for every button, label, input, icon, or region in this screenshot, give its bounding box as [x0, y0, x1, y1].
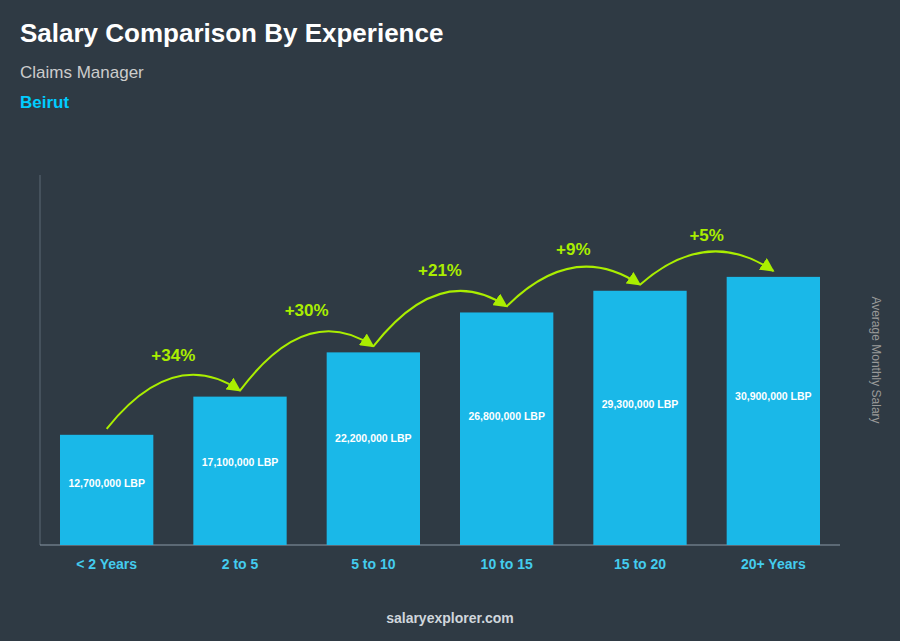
value-label: 12,700,000 LBP [68, 477, 144, 489]
change-label: +5% [689, 226, 724, 245]
value-label: 17,100,000 LBP [202, 456, 278, 468]
bar [593, 291, 686, 545]
bar [460, 312, 553, 545]
category-label: 10 to 15 [481, 556, 533, 572]
watermark: salaryexplorer.com [386, 610, 514, 626]
background [0, 0, 900, 641]
change-label: +34% [151, 346, 195, 365]
bar [193, 397, 286, 545]
category-label: < 2 Years [76, 556, 137, 572]
bars [60, 277, 820, 545]
chart: Salary Comparison By Experience Claims Ma… [0, 0, 900, 641]
category-label: 15 to 20 [614, 556, 666, 572]
change-label: +30% [285, 301, 329, 320]
x-axis-line [40, 545, 840, 546]
y-axis-label: Average Monthly Salary [869, 296, 883, 423]
change-label: +9% [556, 240, 591, 259]
category-label: 5 to 10 [351, 556, 396, 572]
change-label: +21% [418, 261, 462, 280]
category-label: 2 to 5 [222, 556, 259, 572]
bar [727, 277, 820, 545]
subtitle: Claims Manager [20, 63, 144, 82]
value-label: 30,900,000 LBP [735, 390, 811, 402]
change-arrow [240, 331, 373, 390]
y-axis-line [40, 175, 41, 545]
category-label: 20+ Years [741, 556, 806, 572]
value-label: 22,200,000 LBP [335, 432, 411, 444]
change-arrow [507, 267, 640, 307]
bar [60, 435, 153, 545]
bar [327, 352, 420, 545]
change-arrow [107, 375, 240, 429]
title: Salary Comparison By Experience [20, 18, 443, 48]
value-label: 29,300,000 LBP [602, 398, 678, 410]
change-arrow [373, 291, 506, 347]
value-label: 26,800,000 LBP [468, 410, 544, 422]
change-arrow [640, 251, 773, 284]
city: Beirut [20, 93, 69, 112]
